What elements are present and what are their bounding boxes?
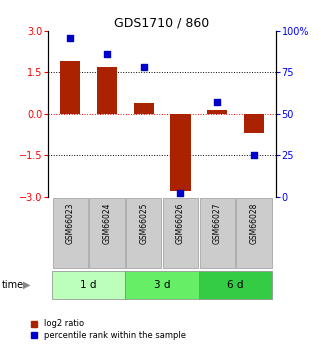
Point xyxy=(215,99,220,105)
Point xyxy=(141,65,146,70)
Text: 3 d: 3 d xyxy=(154,280,170,289)
Point xyxy=(251,152,256,158)
Text: 6 d: 6 d xyxy=(227,280,244,289)
Bar xyxy=(170,114,191,191)
FancyBboxPatch shape xyxy=(126,198,161,268)
Bar xyxy=(97,67,117,114)
Text: GSM66028: GSM66028 xyxy=(249,203,258,244)
Text: ▶: ▶ xyxy=(23,280,30,289)
Legend: log2 ratio, percentile rank within the sample: log2 ratio, percentile rank within the s… xyxy=(30,319,187,341)
Text: GSM66026: GSM66026 xyxy=(176,203,185,244)
Point xyxy=(178,190,183,196)
FancyBboxPatch shape xyxy=(199,270,273,298)
FancyBboxPatch shape xyxy=(89,198,125,268)
Text: GSM66023: GSM66023 xyxy=(66,203,75,244)
FancyBboxPatch shape xyxy=(53,198,88,268)
Title: GDS1710 / 860: GDS1710 / 860 xyxy=(115,17,210,30)
FancyBboxPatch shape xyxy=(125,270,199,298)
Bar xyxy=(244,114,264,133)
Point xyxy=(68,35,73,40)
FancyBboxPatch shape xyxy=(200,198,235,268)
FancyBboxPatch shape xyxy=(236,198,272,268)
FancyBboxPatch shape xyxy=(52,270,125,298)
FancyBboxPatch shape xyxy=(163,198,198,268)
Bar xyxy=(134,103,154,114)
Point xyxy=(104,51,109,57)
Text: time: time xyxy=(2,280,24,289)
Text: GSM66024: GSM66024 xyxy=(102,203,111,244)
Bar xyxy=(60,61,80,114)
Text: GSM66027: GSM66027 xyxy=(213,203,222,244)
Text: 1 d: 1 d xyxy=(80,280,97,289)
Bar xyxy=(207,110,227,114)
Text: GSM66025: GSM66025 xyxy=(139,203,148,244)
